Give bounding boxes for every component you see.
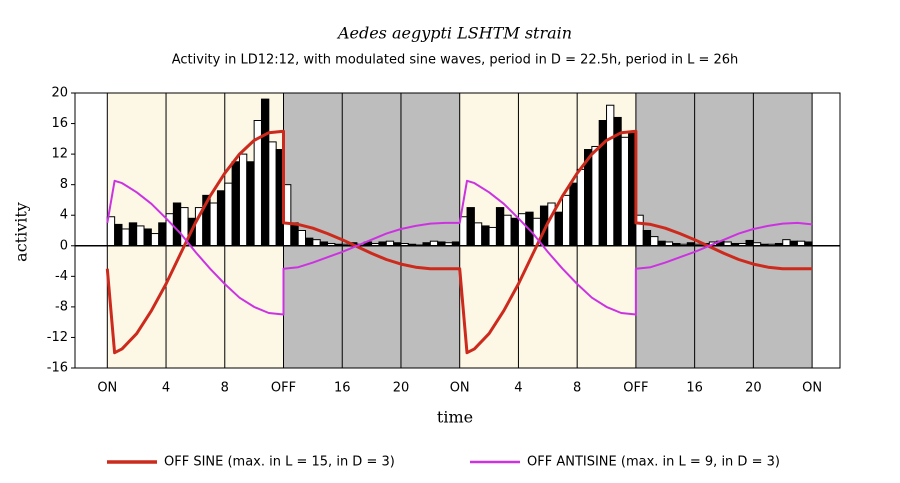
bar <box>591 145 600 247</box>
bar <box>481 225 490 247</box>
bar <box>260 98 270 247</box>
y-axis-label: activity <box>12 202 31 262</box>
plot-frame <box>74 92 841 369</box>
x-tick-label: ON <box>802 381 822 396</box>
bar <box>224 182 233 247</box>
bar <box>488 226 497 247</box>
bar <box>561 194 571 247</box>
bar <box>136 225 145 247</box>
bar <box>473 222 483 247</box>
bar <box>158 222 167 247</box>
bar <box>305 237 314 247</box>
phase-band <box>635 93 813 368</box>
bar <box>114 223 123 247</box>
bar <box>297 230 307 247</box>
x-axis-label: time <box>437 408 473 427</box>
x-tick-label: ON <box>97 381 117 396</box>
x-tick-label: 16 <box>334 381 351 396</box>
line-series <box>105 129 813 355</box>
bar <box>143 228 152 247</box>
x-tick-label: 20 <box>745 381 762 396</box>
x-tick-label: 8 <box>221 381 229 396</box>
bar <box>238 153 248 247</box>
bar <box>745 239 754 247</box>
x-tick-label: OFF <box>271 381 296 396</box>
x-tick-label: 16 <box>686 381 703 396</box>
bar <box>782 239 791 247</box>
x-tick-label: OFF <box>623 381 648 396</box>
bar <box>150 233 160 247</box>
y-tick-label: -16 <box>47 361 68 376</box>
y-tick-label: 4 <box>60 208 68 223</box>
bar <box>606 104 615 247</box>
x-tick-label: 4 <box>514 381 522 396</box>
y-tick-label: -8 <box>55 299 68 314</box>
bar <box>620 136 630 247</box>
bar <box>231 161 240 247</box>
chart-subtitle: Activity in LD12:12, with modulated sine… <box>172 53 739 68</box>
bar <box>128 222 138 247</box>
x-tick-label: 8 <box>573 381 581 396</box>
phase-band <box>283 93 460 368</box>
bar <box>172 202 182 247</box>
bar <box>121 228 130 247</box>
x-tick-label: 20 <box>393 381 410 396</box>
legend-label: OFF ANTISINE (max. in L = 9, in D = 3) <box>527 455 780 470</box>
bar <box>650 236 659 247</box>
bar <box>569 182 578 247</box>
y-tick-label: 20 <box>51 86 68 101</box>
bar <box>554 211 563 247</box>
legend-label: OFF SINE (max. in L = 15, in D = 3) <box>164 455 395 470</box>
y-tick-label: 0 <box>60 238 68 253</box>
y-tick-label: 16 <box>51 116 68 131</box>
bar <box>642 230 652 247</box>
y-tick-label: 8 <box>60 177 68 192</box>
bar <box>576 168 586 247</box>
y-tick-label: -4 <box>55 269 68 284</box>
bar <box>209 202 218 247</box>
bar <box>466 207 475 247</box>
y-tick-label: 12 <box>51 147 68 162</box>
bar <box>268 141 277 247</box>
y-tick-label: -12 <box>47 330 68 345</box>
x-tick-label: 4 <box>162 381 170 396</box>
bar <box>495 207 505 247</box>
chart-title: Aedes aegypti LSHTM strain <box>336 24 572 43</box>
bar <box>246 161 255 247</box>
line-series <box>106 179 813 316</box>
bar <box>290 222 299 247</box>
bar <box>216 190 226 247</box>
bar <box>598 120 608 247</box>
bar <box>510 217 519 247</box>
x-tick-label: ON <box>450 381 470 396</box>
bar <box>312 239 321 247</box>
bar <box>503 214 512 247</box>
